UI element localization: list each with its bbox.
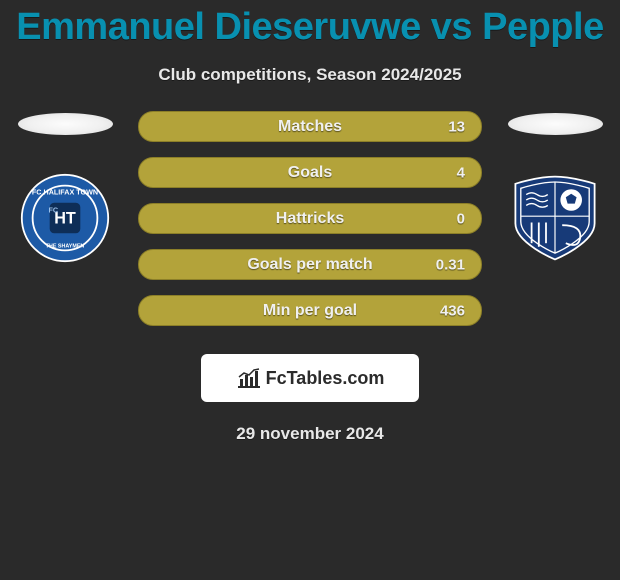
stat-value: 13 xyxy=(448,118,465,135)
stat-row-goals: Goals 4 xyxy=(138,157,482,188)
svg-text:THE SHAYMEN: THE SHAYMEN xyxy=(46,244,85,250)
stat-label: Min per goal xyxy=(263,302,357,320)
stat-row-hattricks: Hattricks 0 xyxy=(138,203,482,234)
stat-row-min-per-goal: Min per goal 436 xyxy=(138,295,482,326)
attribution-text: FcTables.com xyxy=(266,368,385,389)
svg-text:FC HALIFAX TOWN: FC HALIFAX TOWN xyxy=(32,188,98,197)
stat-row-goals-per-match: Goals per match 0.31 xyxy=(138,249,482,280)
page-title: Emmanuel Dieseruvwe vs Pepple xyxy=(0,0,620,49)
stat-value: 0 xyxy=(457,210,465,227)
right-player-column xyxy=(500,111,610,263)
comparison-row: FC HALIFAX TOWN THE SHAYMEN HT FC Matche… xyxy=(0,111,620,326)
stat-value: 4 xyxy=(457,164,465,181)
svg-text:FC: FC xyxy=(49,206,59,215)
stats-column: Matches 13 Goals 4 Hattricks 0 Goals per… xyxy=(138,111,482,326)
attribution-badge: FcTables.com xyxy=(201,354,419,402)
stat-label: Goals per match xyxy=(247,256,372,274)
left-player-avatar-placeholder xyxy=(18,113,113,135)
stat-row-matches: Matches 13 xyxy=(138,111,482,142)
stat-label: Matches xyxy=(278,118,342,136)
chart-icon xyxy=(236,367,262,389)
right-player-avatar-placeholder xyxy=(508,113,603,135)
stat-value: 436 xyxy=(440,302,465,319)
subtitle: Club competitions, Season 2024/2025 xyxy=(0,65,620,85)
left-player-column: FC HALIFAX TOWN THE SHAYMEN HT FC xyxy=(10,111,120,263)
stat-value: 0.31 xyxy=(436,256,465,273)
stat-label: Hattricks xyxy=(276,210,344,228)
stat-label: Goals xyxy=(288,164,332,182)
date-line: 29 november 2024 xyxy=(0,424,620,444)
halifax-town-badge-icon: FC HALIFAX TOWN THE SHAYMEN HT FC xyxy=(20,173,110,263)
southend-united-badge-icon xyxy=(510,173,600,263)
